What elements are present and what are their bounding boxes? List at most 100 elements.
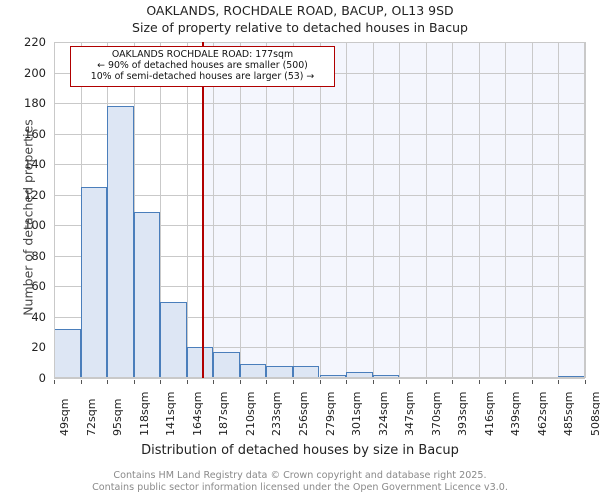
gridline-x-370sqm [426, 42, 427, 378]
x-axis-label-347sqm: 347sqm [403, 391, 417, 436]
plot-area [54, 42, 586, 379]
bar-95sqm [107, 106, 134, 378]
gridline-x-301sqm [346, 42, 347, 378]
gridline-x-164sqm [187, 42, 188, 378]
y-axis-label-140: 140 [24, 157, 46, 172]
bar-141sqm [160, 301, 187, 378]
x-axis-label-416sqm: 416sqm [482, 391, 496, 436]
gridline-x-439sqm [505, 42, 506, 378]
bar-279sqm [319, 374, 347, 378]
gridline-x-324sqm [373, 42, 374, 378]
gridline-x-187sqm [213, 42, 214, 378]
x-axis-label-485sqm: 485sqm [562, 391, 576, 436]
gridline-y-180 [54, 103, 585, 104]
gridline-y-160 [54, 134, 585, 135]
x-axis-label-279sqm: 279sqm [323, 391, 337, 436]
y-axis-title: Number of detached properties [20, 119, 36, 316]
x-axis-tick-49sqm [54, 380, 55, 384]
x-axis-tick-439sqm [505, 380, 506, 384]
gridline-x-210sqm [240, 42, 241, 378]
x-axis-label-324sqm: 324sqm [376, 391, 390, 436]
x-axis-label-95sqm: 95sqm [111, 398, 125, 436]
bar-210sqm [239, 364, 267, 378]
chart-title: OAKLANDS, ROCHDALE ROAD, BACUP, OL13 9SD [146, 3, 454, 18]
x-axis-title: Distribution of detached houses by size … [141, 443, 459, 458]
annotation-box: OAKLANDS ROCHDALE ROAD: 177sqm ← 90% of … [70, 46, 335, 87]
x-axis-tick-301sqm [346, 380, 347, 384]
x-axis-label-439sqm: 439sqm [509, 391, 523, 436]
bar-118sqm [133, 211, 161, 378]
annotation-line-1: OAKLANDS ROCHDALE ROAD: 177sqm [111, 49, 294, 60]
bar-485sqm [558, 376, 585, 379]
x-axis-label-187sqm: 187sqm [217, 391, 231, 436]
x-axis-tick-393sqm [452, 380, 453, 384]
x-axis-tick-462sqm [532, 380, 533, 384]
y-axis-label-60: 60 [31, 279, 46, 294]
y-axis-label-100: 100 [24, 218, 46, 233]
gridline-x-416sqm [479, 42, 480, 378]
gridline-y-140 [54, 164, 585, 165]
bar-72sqm [80, 187, 108, 378]
gridline-x-393sqm [452, 42, 453, 378]
x-axis-tick-141sqm [160, 380, 161, 384]
x-axis-label-462sqm: 462sqm [535, 391, 549, 436]
gridline-y-100 [54, 225, 585, 226]
gridline-x-462sqm [532, 42, 533, 378]
y-axis-label-0: 0 [38, 371, 46, 385]
gridline-y-40 [54, 317, 585, 318]
footer-line-2: Contains public sector information licen… [92, 481, 508, 493]
x-axis-tick-324sqm [373, 380, 374, 384]
x-axis-tick-279sqm [320, 380, 321, 384]
gridline-x-347sqm [399, 42, 400, 378]
gridline-x-256sqm [293, 42, 294, 378]
x-axis-label-508sqm: 508sqm [589, 391, 600, 436]
gridline-x-485sqm [558, 42, 559, 378]
x-axis-label-301sqm: 301sqm [350, 391, 364, 436]
gridline-y-80 [54, 256, 585, 257]
x-axis-label-49sqm: 49sqm [58, 398, 71, 436]
y-axis-tick-labels: 0 20 40 60 80 100 120 140 160 180 200 220 [0, 35, 50, 385]
x-axis-label-256sqm: 256sqm [296, 391, 310, 436]
x-axis-tick-233sqm [266, 380, 267, 384]
y-axis-title-holder: Number of detached properties [8, 42, 36, 378]
gridline-y-60 [54, 286, 585, 287]
x-axis-tick-416sqm [479, 380, 480, 384]
footer-attribution: Contains HM Land Registry data © Crown c… [0, 470, 600, 493]
x-axis-tick-485sqm [558, 380, 559, 384]
x-axis-tick-187sqm [213, 380, 214, 384]
gridline-x-233sqm [266, 42, 267, 378]
x-axis-label-233sqm: 233sqm [270, 391, 284, 436]
y-axis-label-120: 120 [24, 187, 46, 202]
y-axis-label-160: 160 [24, 126, 46, 141]
annotation-line-3: 10% of semi-detached houses are larger (… [90, 71, 315, 83]
x-axis-tick-370sqm [426, 380, 427, 384]
x-axis-label-72sqm: 72sqm [84, 398, 98, 436]
x-axis-label-210sqm: 210sqm [243, 391, 257, 436]
above-marker-shaded-region [202, 42, 585, 378]
gridline-x-49sqm [54, 42, 55, 378]
bar-256sqm [292, 365, 320, 378]
bar-187sqm [213, 352, 240, 378]
x-axis-tick-72sqm [81, 380, 82, 384]
x-axis-label-370sqm: 370sqm [429, 391, 443, 436]
x-axis-tick-508sqm [585, 380, 586, 384]
x-axis-tick-labels: 49sqm 72sqm 95sqm 118sqm 141sqm 164sqm 187sqm 2… [0, 380, 600, 440]
x-axis-tick-95sqm [107, 380, 108, 384]
bar-301sqm [346, 371, 373, 378]
gridline-x-141sqm [160, 42, 161, 378]
y-axis-label-220: 220 [24, 35, 46, 49]
x-axis-tick-347sqm [399, 380, 400, 384]
x-axis-label-118sqm: 118sqm [137, 391, 151, 436]
y-axis-label-200: 200 [24, 65, 46, 80]
property-size-marker-line [202, 42, 205, 378]
bar-233sqm [266, 365, 293, 378]
x-axis-label-164sqm: 164sqm [190, 391, 204, 436]
y-axis-label-40: 40 [31, 309, 46, 324]
y-axis-label-180: 180 [24, 96, 46, 111]
x-axis-tick-118sqm [134, 380, 135, 384]
gridline-y-0 [54, 378, 585, 379]
gridline-x-279sqm [320, 42, 321, 378]
chart-title-block: OAKLANDS, ROCHDALE ROAD, BACUP, OL13 9SD… [0, 2, 600, 36]
gridline-y-20 [54, 347, 585, 348]
